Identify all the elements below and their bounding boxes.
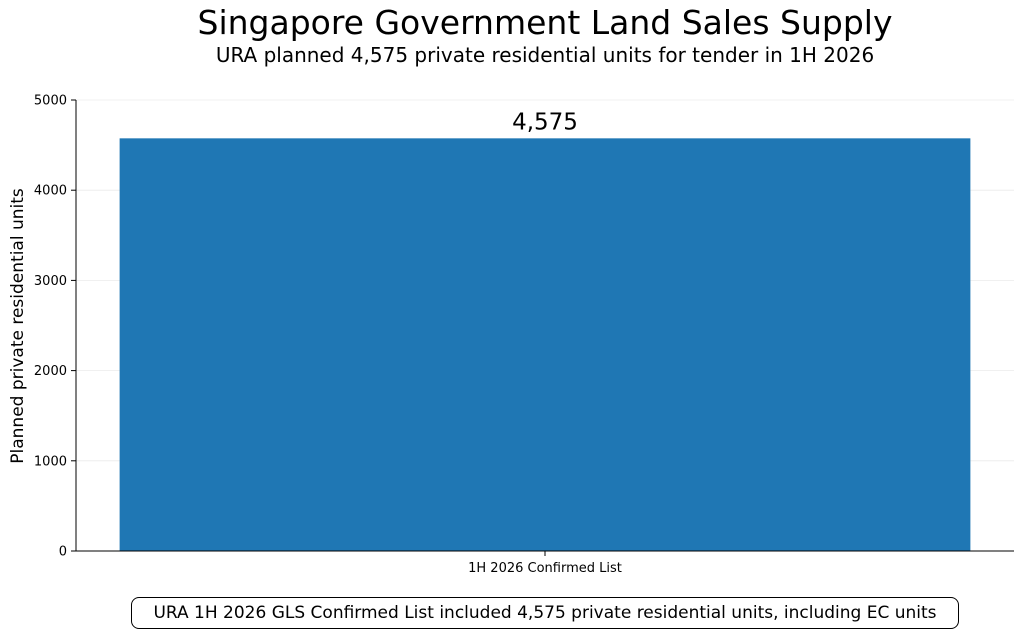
chart-subtitle: URA planned 4,575 private residential un… bbox=[216, 43, 874, 67]
y-ticks: 0 1000 2000 3000 4000 5000 bbox=[34, 94, 76, 560]
x-tick-label: 1H 2026 Confirmed List bbox=[468, 561, 622, 576]
x-ticks: 1H 2026 Confirmed List bbox=[468, 551, 622, 576]
bar bbox=[120, 138, 971, 551]
y-tick-label: 2000 bbox=[34, 364, 67, 379]
y-tick-label: 3000 bbox=[34, 274, 67, 289]
bars: 4,575 bbox=[120, 109, 971, 551]
y-axis-label: Planned private residential units bbox=[8, 188, 28, 464]
y-tick-label: 4000 bbox=[34, 184, 67, 199]
chart-title: Singapore Government Land Sales Supply bbox=[198, 3, 893, 42]
annotation-text: URA 1H 2026 GLS Confirmed List included … bbox=[153, 603, 936, 623]
y-tick-label: 0 bbox=[59, 545, 67, 560]
bar-value-label: 4,575 bbox=[512, 109, 578, 135]
y-tick-label: 1000 bbox=[34, 454, 67, 469]
annotation-box: URA 1H 2026 GLS Confirmed List included … bbox=[131, 597, 959, 629]
y-tick-label: 5000 bbox=[34, 94, 67, 109]
